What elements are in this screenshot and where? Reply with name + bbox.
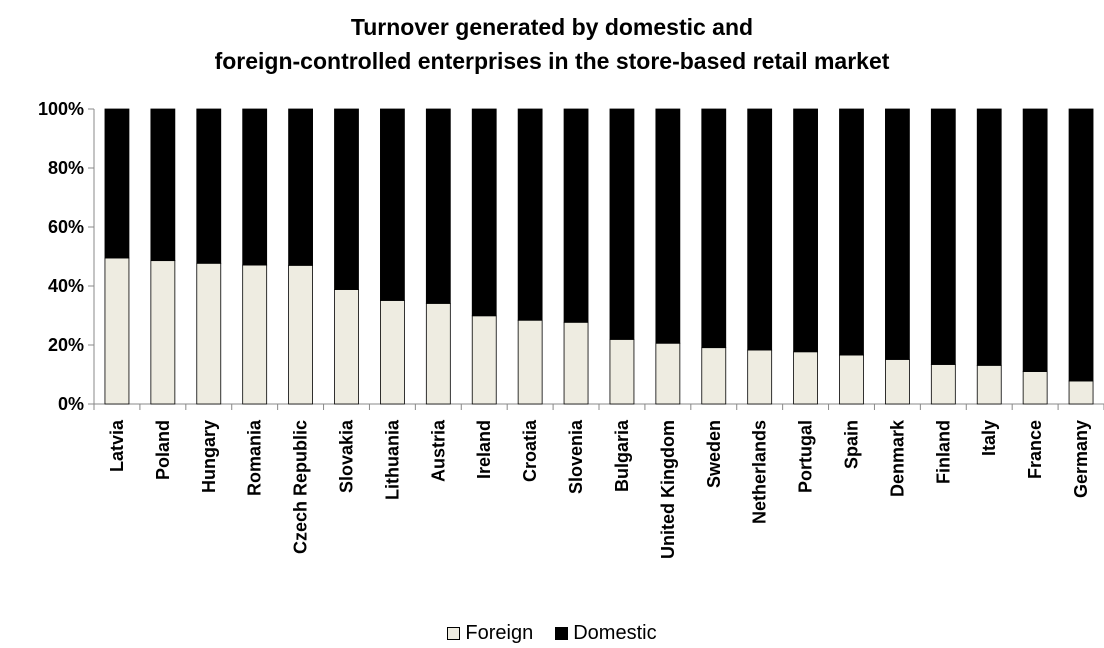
chart-title: Turnover generated by domestic and forei… <box>0 10 1104 78</box>
bar-foreign <box>1068 380 1094 405</box>
legend: Foreign Domestic <box>0 622 1104 645</box>
x-category-label: Finland <box>933 420 953 484</box>
bar-domestic <box>334 108 359 290</box>
legend-item-domestic: Domestic <box>555 622 657 645</box>
bar-foreign <box>655 342 681 405</box>
bar-foreign <box>563 321 589 405</box>
bar-domestic <box>150 108 176 262</box>
x-category-label: Slovenia <box>566 419 586 494</box>
legend-item-foreign: Foreign <box>447 622 533 645</box>
bar-domestic <box>1068 108 1094 382</box>
x-category-label: Germany <box>1071 420 1091 498</box>
bar-domestic <box>976 108 1002 366</box>
bar-domestic <box>747 108 773 351</box>
y-tick-label: 20% <box>48 335 84 355</box>
bar-domestic <box>242 108 268 266</box>
bar-domestic <box>655 108 681 344</box>
bar-domestic <box>609 108 635 340</box>
x-category-label: Slovakia <box>337 419 357 493</box>
x-category-label: France <box>1025 420 1045 479</box>
legend-label-domestic: Domestic <box>573 622 657 644</box>
bar-domestic <box>839 108 864 356</box>
chart-title-line1: Turnover generated by domestic and <box>350 14 754 40</box>
bar-foreign <box>150 260 176 405</box>
bar-foreign <box>517 319 543 405</box>
stacked-bar-chart: 0% 20% 40% 60% 80% 100% Latvia Poland Hungary Rom… <box>38 99 1104 559</box>
bar-domestic <box>563 108 589 323</box>
bar-foreign <box>104 257 130 405</box>
bar-foreign <box>885 359 910 405</box>
x-category-label: Latvia <box>107 419 127 472</box>
chart-title-line2: foreign-controlled enterprises in the st… <box>214 48 890 74</box>
x-category-label: Austria <box>428 419 448 482</box>
bar-domestic <box>1022 108 1048 372</box>
legend-label-foreign: Foreign <box>465 622 534 644</box>
x-category-label: Sweden <box>704 420 724 488</box>
y-tick-label: 80% <box>48 158 84 178</box>
y-tick-label: 60% <box>48 217 84 237</box>
x-category-label: Czech Republic <box>291 420 311 554</box>
y-tick-label: 40% <box>48 276 84 296</box>
y-tick-label: 0% <box>58 394 84 414</box>
x-category-label: Denmark <box>887 419 907 497</box>
x-category-label: Poland <box>153 420 173 480</box>
legend-swatch-foreign <box>447 627 461 640</box>
bar-foreign <box>976 364 1002 405</box>
bar-foreign <box>380 300 405 405</box>
bar-foreign <box>701 347 727 405</box>
bar-foreign <box>609 338 635 405</box>
bar-foreign <box>471 315 497 405</box>
bar-domestic <box>701 108 727 349</box>
x-category-label: Spain <box>842 420 862 469</box>
x-category-label: Netherlands <box>750 420 770 524</box>
x-category-label: Italy <box>979 420 999 456</box>
x-category-label: Bulgaria <box>612 419 632 492</box>
bar-domestic <box>288 108 313 266</box>
legend-swatch-domestic <box>555 627 569 640</box>
bar-foreign <box>747 349 773 405</box>
bar-domestic <box>425 108 451 304</box>
x-category-label: Portugal <box>796 420 816 493</box>
bar-domestic <box>104 108 130 259</box>
bar-foreign <box>242 264 268 405</box>
bar-domestic <box>380 108 405 301</box>
y-tick-label: 100% <box>38 99 84 119</box>
x-category-label: Hungary <box>199 420 219 493</box>
bar-domestic <box>885 108 910 360</box>
bar-foreign <box>334 289 359 405</box>
bar-domestic <box>793 108 818 353</box>
bar-domestic <box>517 108 543 321</box>
bar-foreign <box>425 303 451 405</box>
x-category-label: Croatia <box>520 419 540 482</box>
x-category-label: Lithuania <box>382 419 402 500</box>
bar-foreign <box>288 264 313 405</box>
bar-domestic <box>930 108 956 365</box>
x-category-label: Ireland <box>474 420 494 479</box>
bar-foreign <box>930 364 956 405</box>
x-category-label: United Kingdom <box>658 420 678 559</box>
x-category-label: Romania <box>245 419 265 496</box>
bar-domestic <box>471 108 497 317</box>
bar-foreign <box>793 351 818 405</box>
bar-foreign <box>196 262 222 405</box>
bar-foreign <box>1022 371 1048 405</box>
bar-foreign <box>839 354 864 405</box>
bar-domestic <box>196 108 222 264</box>
